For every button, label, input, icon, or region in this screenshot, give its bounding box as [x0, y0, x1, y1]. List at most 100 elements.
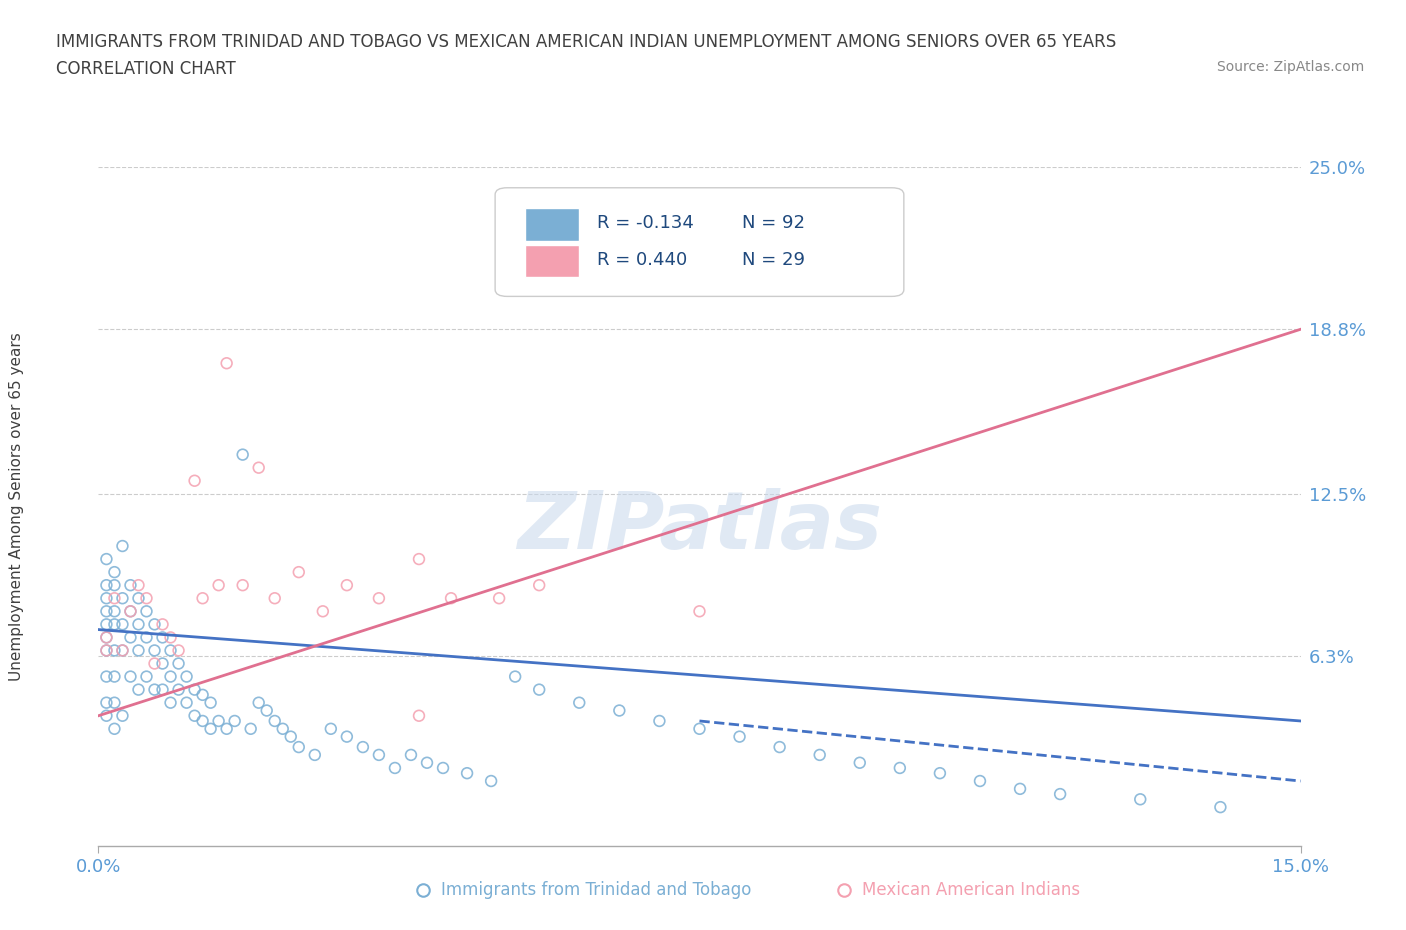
Point: [1209, 800, 1232, 815]
Point: [96, 670, 118, 684]
Point: [143, 683, 166, 698]
Point: [399, 748, 422, 763]
Point: [103, 617, 125, 631]
Point: [263, 713, 285, 728]
Point: [609, 238, 631, 253]
Point: [96, 643, 118, 658]
Point: [96, 604, 118, 618]
Point: [408, 551, 430, 566]
Point: [96, 630, 118, 644]
Point: [120, 604, 142, 618]
Point: [368, 748, 391, 763]
Text: CORRELATION CHART: CORRELATION CHART: [56, 60, 236, 78]
Point: [440, 591, 463, 605]
Point: [808, 748, 831, 763]
Point: [208, 713, 231, 728]
Point: [111, 538, 134, 553]
Point: [849, 755, 872, 770]
Point: [120, 604, 142, 618]
Point: [159, 670, 181, 684]
Point: [456, 765, 478, 780]
Text: R = 0.440: R = 0.440: [598, 251, 688, 269]
Point: [191, 713, 214, 728]
Point: [200, 696, 222, 711]
Point: [103, 591, 125, 605]
Point: [304, 748, 326, 763]
Point: [352, 739, 374, 754]
Point: [103, 604, 125, 618]
Point: [96, 709, 118, 724]
Text: Immigrants from Trinidad and Tobago: Immigrants from Trinidad and Tobago: [441, 882, 751, 899]
Point: [191, 687, 214, 702]
Point: [103, 722, 125, 737]
Point: [247, 460, 270, 475]
Point: [128, 578, 150, 592]
Point: [111, 709, 134, 724]
Point: [128, 591, 150, 605]
Point: [1049, 787, 1071, 802]
Point: [176, 696, 198, 711]
Point: [120, 578, 142, 592]
FancyBboxPatch shape: [526, 245, 579, 277]
Point: [167, 683, 190, 698]
Text: Source: ZipAtlas.com: Source: ZipAtlas.com: [1216, 60, 1364, 74]
Point: [929, 765, 952, 780]
Point: [128, 643, 150, 658]
Point: [609, 703, 631, 718]
Point: [728, 729, 751, 744]
FancyBboxPatch shape: [526, 208, 579, 241]
Point: [143, 643, 166, 658]
Point: [135, 630, 157, 644]
Point: [384, 761, 406, 776]
Point: [288, 565, 311, 579]
Text: ZIPatlas: ZIPatlas: [517, 488, 882, 566]
Point: [120, 670, 142, 684]
Text: R = -0.134: R = -0.134: [598, 214, 695, 232]
Point: [143, 656, 166, 671]
Text: N = 92: N = 92: [741, 214, 804, 232]
Point: [120, 630, 142, 644]
Point: [247, 696, 270, 711]
Point: [503, 670, 526, 684]
Point: [256, 703, 278, 718]
Point: [103, 565, 125, 579]
Point: [689, 722, 711, 737]
Point: [159, 643, 181, 658]
Text: IMMIGRANTS FROM TRINIDAD AND TOBAGO VS MEXICAN AMERICAN INDIAN UNEMPLOYMENT AMON: IMMIGRANTS FROM TRINIDAD AND TOBAGO VS M…: [56, 33, 1116, 50]
Point: [96, 591, 118, 605]
Point: [152, 683, 174, 698]
Point: [969, 774, 991, 789]
Point: [280, 729, 302, 744]
Point: [159, 696, 181, 711]
Point: [191, 591, 214, 605]
Point: [319, 722, 342, 737]
FancyBboxPatch shape: [495, 188, 904, 297]
Point: [271, 722, 294, 737]
Point: [183, 683, 205, 698]
Point: [568, 696, 591, 711]
Point: [152, 617, 174, 631]
Text: N = 29: N = 29: [741, 251, 804, 269]
Point: [152, 630, 174, 644]
Point: [143, 617, 166, 631]
Point: [224, 713, 246, 728]
Point: [167, 656, 190, 671]
Point: [103, 670, 125, 684]
Point: [135, 670, 157, 684]
Point: [96, 617, 118, 631]
Point: [159, 630, 181, 644]
Point: [312, 604, 335, 618]
Point: [111, 643, 134, 658]
Point: [135, 591, 157, 605]
Point: [529, 683, 551, 698]
Point: [648, 713, 671, 728]
Point: [135, 604, 157, 618]
Point: [215, 722, 238, 737]
Point: [200, 722, 222, 737]
Point: [336, 578, 359, 592]
Point: [111, 591, 134, 605]
Point: [288, 739, 311, 754]
Point: [239, 722, 262, 737]
Point: [479, 774, 502, 789]
Point: [488, 591, 510, 605]
